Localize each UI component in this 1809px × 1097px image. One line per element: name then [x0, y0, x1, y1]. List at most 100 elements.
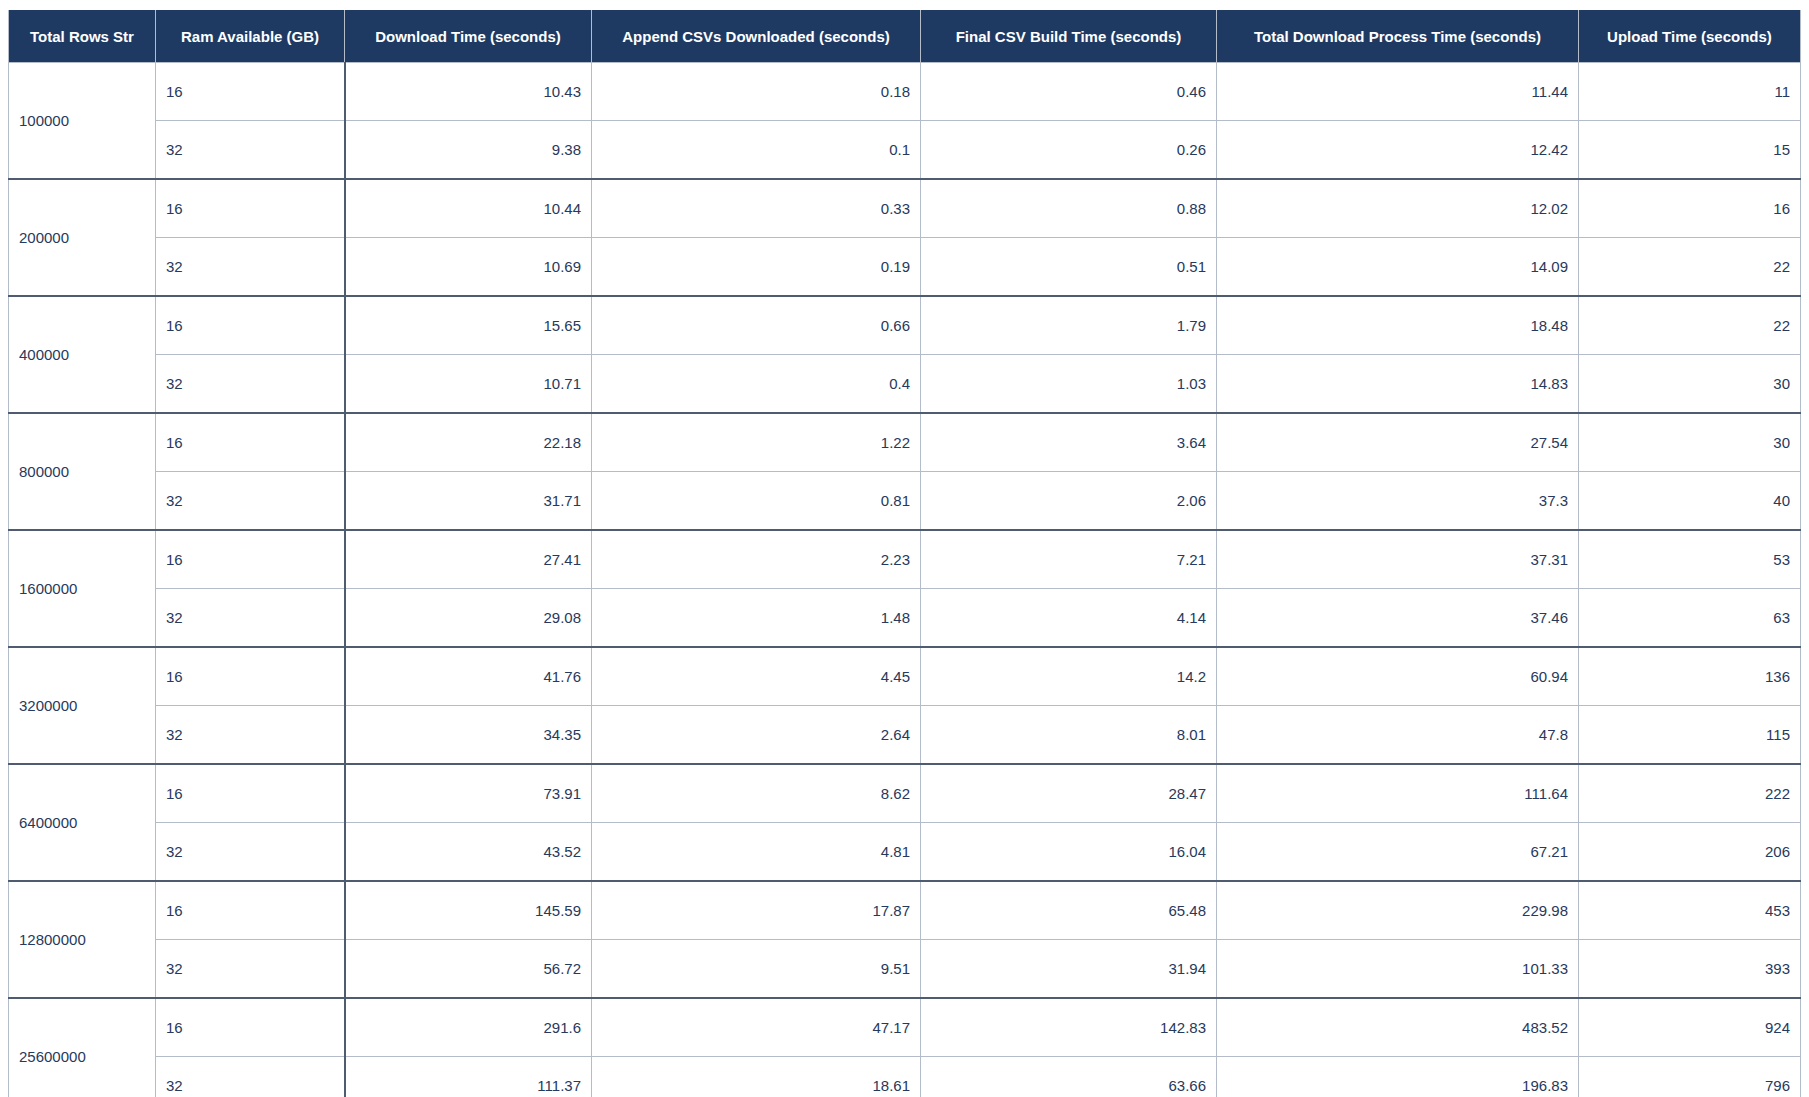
- table-row: 2000001610.440.330.8812.0216: [9, 179, 1801, 238]
- table-row: 32111.3718.6163.66196.83796: [9, 1057, 1801, 1097]
- column-header-upload-time[interactable]: Upload Time (seconds): [1579, 10, 1801, 63]
- cell-ram-available: 16: [156, 296, 345, 355]
- cell-append-csvs: 2.64: [592, 706, 921, 765]
- cell-ram-available: 16: [156, 647, 345, 706]
- cell-download-time: 27.41: [345, 530, 592, 589]
- cell-download-time: 56.72: [345, 940, 592, 999]
- cell-download-time: 10.44: [345, 179, 592, 238]
- cell-ram-available: 16: [156, 413, 345, 472]
- cell-total-process-time: 37.46: [1217, 589, 1579, 648]
- cell-final-csv-build: 28.47: [921, 764, 1217, 823]
- cell-final-csv-build: 2.06: [921, 472, 1217, 531]
- cell-total-process-time: 37.3: [1217, 472, 1579, 531]
- cell-ram-available: 16: [156, 998, 345, 1057]
- cell-ram-available: 16: [156, 530, 345, 589]
- column-header-total-process-time[interactable]: Total Download Process Time (seconds): [1217, 10, 1579, 63]
- table-row: 3229.081.484.1437.4663: [9, 589, 1801, 648]
- cell-download-time: 34.35: [345, 706, 592, 765]
- table-body: 1000001610.430.180.4611.4411329.380.10.2…: [9, 63, 1801, 1097]
- cell-ram-available: 32: [156, 589, 345, 648]
- table-row: 1000001610.430.180.4611.4411: [9, 63, 1801, 121]
- cell-download-time: 41.76: [345, 647, 592, 706]
- page: Total Rows Str Ram Available (GB) Downlo…: [0, 0, 1809, 1097]
- cell-upload-time: 53: [1579, 530, 1801, 589]
- cell-total-rows-str: 1600000: [9, 530, 156, 647]
- cell-download-time: 10.69: [345, 238, 592, 297]
- cell-total-process-time: 60.94: [1217, 647, 1579, 706]
- cell-download-time: 22.18: [345, 413, 592, 472]
- cell-upload-time: 796: [1579, 1057, 1801, 1097]
- cell-download-time: 31.71: [345, 472, 592, 531]
- column-header-final-csv-build[interactable]: Final CSV Build Time (seconds): [921, 10, 1217, 63]
- cell-total-process-time: 67.21: [1217, 823, 1579, 882]
- cell-total-process-time: 12.02: [1217, 179, 1579, 238]
- cell-download-time: 9.38: [345, 121, 592, 180]
- cell-total-rows-str: 6400000: [9, 764, 156, 881]
- cell-final-csv-build: 14.2: [921, 647, 1217, 706]
- cell-ram-available: 16: [156, 881, 345, 940]
- table-row: 4000001615.650.661.7918.4822: [9, 296, 1801, 355]
- cell-upload-time: 453: [1579, 881, 1801, 940]
- cell-append-csvs: 4.45: [592, 647, 921, 706]
- cell-append-csvs: 17.87: [592, 881, 921, 940]
- cell-total-rows-str: 200000: [9, 179, 156, 296]
- cell-total-process-time: 11.44: [1217, 63, 1579, 121]
- cell-append-csvs: 8.62: [592, 764, 921, 823]
- performance-table: Total Rows Str Ram Available (GB) Downlo…: [8, 10, 1801, 1097]
- table-row: 16000001627.412.237.2137.3153: [9, 530, 1801, 589]
- cell-total-rows-str: 12800000: [9, 881, 156, 998]
- cell-upload-time: 11: [1579, 63, 1801, 121]
- cell-append-csvs: 0.18: [592, 63, 921, 121]
- cell-final-csv-build: 16.04: [921, 823, 1217, 882]
- cell-upload-time: 924: [1579, 998, 1801, 1057]
- cell-upload-time: 30: [1579, 355, 1801, 414]
- cell-upload-time: 222: [1579, 764, 1801, 823]
- cell-final-csv-build: 65.48: [921, 881, 1217, 940]
- table-row: 3243.524.8116.0467.21206: [9, 823, 1801, 882]
- cell-append-csvs: 18.61: [592, 1057, 921, 1097]
- cell-total-process-time: 14.09: [1217, 238, 1579, 297]
- cell-upload-time: 206: [1579, 823, 1801, 882]
- cell-total-rows-str: 25600000: [9, 998, 156, 1097]
- cell-total-process-time: 18.48: [1217, 296, 1579, 355]
- cell-append-csvs: 0.4: [592, 355, 921, 414]
- cell-upload-time: 63: [1579, 589, 1801, 648]
- column-header-download-time[interactable]: Download Time (seconds): [345, 10, 592, 63]
- cell-download-time: 15.65: [345, 296, 592, 355]
- cell-total-rows-str: 100000: [9, 63, 156, 180]
- table-row: 8000001622.181.223.6427.5430: [9, 413, 1801, 472]
- cell-ram-available: 16: [156, 179, 345, 238]
- table-row: 329.380.10.2612.4215: [9, 121, 1801, 180]
- cell-upload-time: 136: [1579, 647, 1801, 706]
- table-row: 3210.710.41.0314.8330: [9, 355, 1801, 414]
- cell-ram-available: 32: [156, 355, 345, 414]
- cell-final-csv-build: 4.14: [921, 589, 1217, 648]
- cell-total-process-time: 101.33: [1217, 940, 1579, 999]
- cell-final-csv-build: 3.64: [921, 413, 1217, 472]
- cell-download-time: 10.71: [345, 355, 592, 414]
- column-header-total-rows-str[interactable]: Total Rows Str: [9, 10, 156, 63]
- column-header-ram-available[interactable]: Ram Available (GB): [156, 10, 345, 63]
- cell-append-csvs: 0.66: [592, 296, 921, 355]
- cell-upload-time: 22: [1579, 296, 1801, 355]
- cell-append-csvs: 9.51: [592, 940, 921, 999]
- cell-final-csv-build: 8.01: [921, 706, 1217, 765]
- cell-ram-available: 32: [156, 706, 345, 765]
- cell-append-csvs: 2.23: [592, 530, 921, 589]
- table-row: 3210.690.190.5114.0922: [9, 238, 1801, 297]
- cell-upload-time: 22: [1579, 238, 1801, 297]
- cell-total-process-time: 483.52: [1217, 998, 1579, 1057]
- cell-upload-time: 15: [1579, 121, 1801, 180]
- cell-upload-time: 115: [1579, 706, 1801, 765]
- cell-ram-available: 16: [156, 764, 345, 823]
- cell-upload-time: 30: [1579, 413, 1801, 472]
- cell-download-time: 111.37: [345, 1057, 592, 1097]
- cell-total-process-time: 14.83: [1217, 355, 1579, 414]
- cell-final-csv-build: 0.46: [921, 63, 1217, 121]
- cell-ram-available: 32: [156, 121, 345, 180]
- cell-total-process-time: 37.31: [1217, 530, 1579, 589]
- cell-total-process-time: 47.8: [1217, 706, 1579, 765]
- header-row: Total Rows Str Ram Available (GB) Downlo…: [9, 10, 1801, 63]
- cell-final-csv-build: 31.94: [921, 940, 1217, 999]
- column-header-append-csvs[interactable]: Append CSVs Downloaded (seconds): [592, 10, 921, 63]
